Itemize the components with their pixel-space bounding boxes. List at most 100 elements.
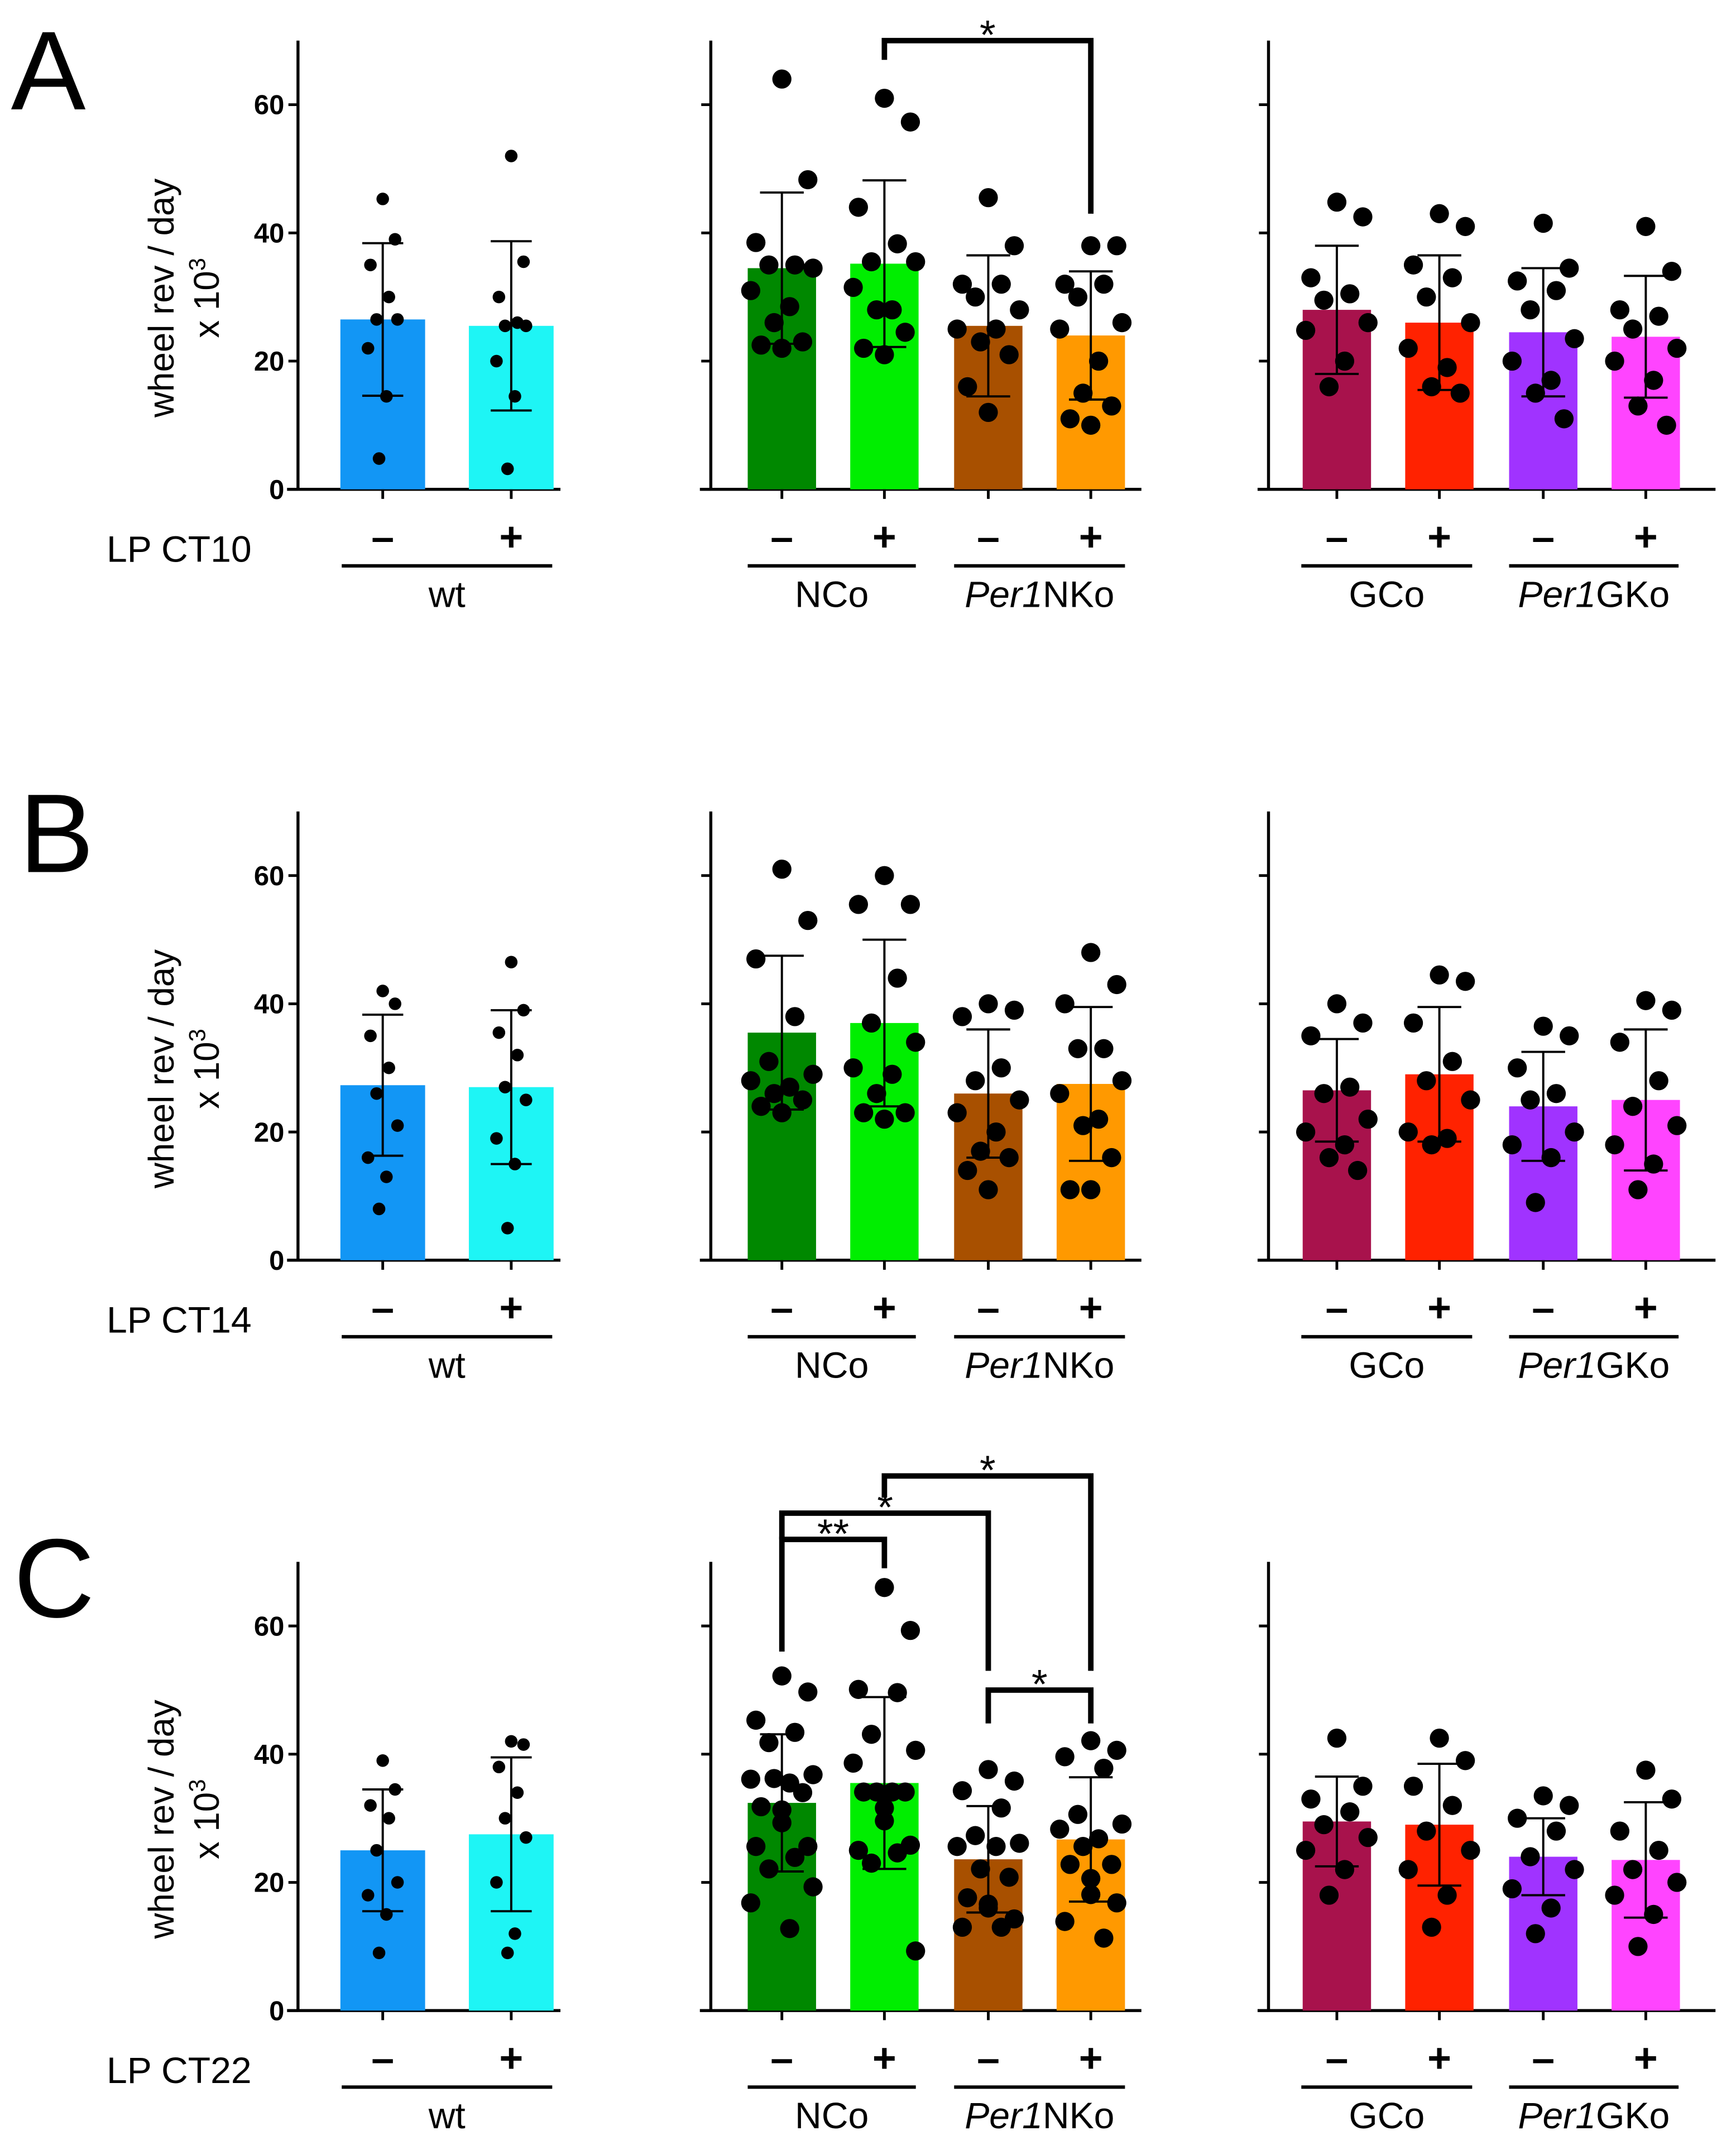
group-label-italic: Per1 bbox=[1518, 574, 1596, 615]
data-point bbox=[1094, 1928, 1114, 1948]
data-point bbox=[492, 1026, 506, 1039]
group-label-per1gko: Per1GKo bbox=[1518, 1345, 1670, 1386]
data-point bbox=[1107, 1740, 1126, 1760]
y-tick-label: 40 bbox=[254, 990, 284, 1020]
data-point bbox=[1319, 1885, 1339, 1905]
y-tick-label: 60 bbox=[254, 90, 284, 121]
minus-label: – bbox=[1532, 513, 1555, 560]
data-point bbox=[888, 968, 907, 988]
data-point bbox=[1107, 1893, 1126, 1913]
plus-label: + bbox=[1634, 1284, 1658, 1331]
data-point bbox=[1081, 415, 1101, 435]
data-point bbox=[501, 1222, 514, 1235]
group-label-text: GCo bbox=[1349, 1345, 1425, 1386]
plus-label: + bbox=[499, 1284, 523, 1331]
significance-label: * bbox=[980, 1447, 996, 1493]
data-point bbox=[1610, 1821, 1629, 1841]
data-point bbox=[501, 462, 514, 476]
data-point bbox=[1081, 943, 1101, 962]
data-point bbox=[391, 1119, 404, 1132]
minus-label: – bbox=[770, 2034, 793, 2081]
data-point bbox=[382, 290, 395, 304]
data-point bbox=[1565, 1122, 1584, 1142]
data-point bbox=[1662, 1789, 1682, 1809]
data-point bbox=[875, 88, 894, 108]
group-label-text: NCo bbox=[795, 574, 869, 615]
subpanel-2: – + – + bbox=[1257, 811, 1716, 1331]
minus-label: – bbox=[977, 1284, 1000, 1331]
data-point bbox=[741, 1071, 761, 1091]
data-point bbox=[1554, 409, 1574, 429]
plus-label: + bbox=[872, 2034, 896, 2081]
data-point bbox=[966, 287, 985, 307]
data-point bbox=[947, 319, 967, 339]
panel-letter: B bbox=[19, 770, 94, 896]
plus-label: + bbox=[1634, 2034, 1658, 2081]
y-tick-label: 20 bbox=[254, 1868, 284, 1898]
data-point bbox=[764, 1084, 784, 1103]
data-point bbox=[376, 985, 389, 997]
data-point bbox=[1403, 1013, 1423, 1033]
data-point bbox=[848, 1840, 868, 1860]
data-point bbox=[952, 275, 972, 294]
data-point bbox=[793, 1090, 813, 1110]
data-point bbox=[772, 1103, 792, 1122]
plus-label: + bbox=[1079, 513, 1103, 560]
data-point bbox=[1398, 338, 1418, 358]
data-point bbox=[1055, 1747, 1075, 1767]
plus-label: + bbox=[872, 513, 896, 560]
data-point bbox=[798, 910, 818, 930]
data-point bbox=[1112, 313, 1132, 333]
data-point bbox=[1055, 994, 1075, 1014]
data-point bbox=[867, 300, 886, 320]
data-point bbox=[746, 949, 766, 969]
data-point bbox=[1565, 1860, 1584, 1879]
data-point bbox=[958, 1160, 977, 1180]
minus-label: – bbox=[1532, 2034, 1555, 2081]
data-point bbox=[1060, 1855, 1080, 1874]
data-point bbox=[1546, 1821, 1566, 1841]
data-point bbox=[1546, 1084, 1566, 1103]
data-point bbox=[764, 313, 784, 333]
data-point bbox=[759, 255, 779, 275]
data-point bbox=[1004, 1000, 1024, 1020]
minus-label: – bbox=[770, 513, 793, 560]
data-point bbox=[785, 255, 805, 275]
plus-label: + bbox=[1427, 1284, 1451, 1331]
data-point bbox=[490, 1876, 503, 1889]
data-point bbox=[517, 255, 530, 268]
group-label-gco: GCo bbox=[1349, 2095, 1425, 2137]
data-point bbox=[875, 866, 894, 885]
data-point bbox=[751, 335, 771, 355]
y-axis-unit-exponent: 3 bbox=[184, 1779, 210, 1792]
data-point bbox=[1526, 1193, 1545, 1212]
data-point bbox=[947, 1837, 967, 1856]
data-point bbox=[1541, 1148, 1561, 1168]
condition-label: LP CT10 bbox=[107, 529, 252, 570]
group-label-italic: Per1 bbox=[965, 2095, 1043, 2137]
data-point bbox=[520, 319, 533, 333]
plus-label: + bbox=[1079, 2034, 1103, 2081]
significance-label: ** bbox=[817, 1510, 849, 1557]
data-point bbox=[1442, 268, 1462, 287]
data-point bbox=[1560, 1026, 1579, 1045]
data-point bbox=[751, 1097, 771, 1116]
data-point bbox=[511, 1049, 524, 1062]
data-point bbox=[888, 234, 907, 253]
data-point bbox=[979, 402, 998, 423]
data-point bbox=[1502, 351, 1522, 371]
data-point bbox=[971, 332, 990, 352]
data-point bbox=[793, 1783, 813, 1802]
data-point bbox=[1068, 287, 1088, 307]
data-point bbox=[888, 1683, 907, 1702]
data-point bbox=[1327, 193, 1347, 212]
data-point bbox=[1526, 1924, 1545, 1943]
data-point bbox=[843, 1753, 863, 1773]
minus-label: – bbox=[977, 513, 1000, 560]
group-label-text: NCo bbox=[795, 1345, 869, 1386]
data-point bbox=[854, 1782, 874, 1802]
data-point bbox=[372, 1946, 386, 1960]
significance-label: * bbox=[980, 11, 996, 57]
